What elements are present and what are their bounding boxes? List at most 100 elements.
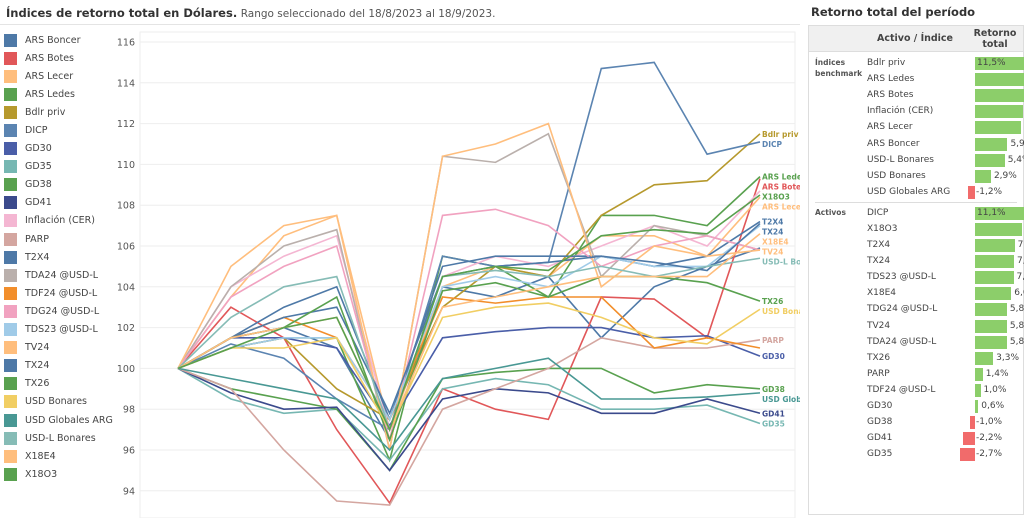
legend-item[interactable]: ARS Botes <box>4 49 124 67</box>
series-end-label: TX26 <box>762 297 783 306</box>
y-tick-label: 114 <box>117 78 135 89</box>
series-line <box>177 336 761 506</box>
series-end-label: USD-L Bonares <box>762 258 800 267</box>
series-line <box>177 367 761 462</box>
group-divider <box>815 201 1017 203</box>
return-bar <box>962 432 975 446</box>
legend-label: TDS23 @USD-L <box>25 324 98 336</box>
legend-swatch <box>4 250 17 264</box>
return-value: 11,1% <box>977 207 1006 218</box>
legend-item[interactable]: GD38 <box>4 176 124 194</box>
return-cell: -2,7% <box>960 447 1023 462</box>
return-cell: -1,0% <box>969 415 1023 430</box>
asset-name: USD-L Bonares <box>867 154 934 165</box>
return-bar <box>975 351 994 365</box>
return-cell: 5,8% <box>971 319 1024 333</box>
table-row: Activos DICP 11,1% <box>809 205 1024 221</box>
legend: ARS Boncer ARS Botes ARS Lecer ARS Ledes Bdl… <box>4 31 124 483</box>
series-line <box>177 208 761 441</box>
table-row: ARS Lecer 8,4% <box>809 119 1023 135</box>
legend-item[interactable]: ARS Ledes <box>4 85 124 103</box>
legend-item[interactable]: TDG24 @USD-L <box>4 302 124 320</box>
series-line <box>177 132 761 451</box>
return-value: 11,5% <box>977 58 1006 69</box>
legend-item[interactable]: DICP <box>4 121 124 139</box>
legend-item[interactable]: Inflación (CER) <box>4 212 124 230</box>
series-line <box>177 357 761 452</box>
legend-item[interactable]: TX26 <box>4 375 124 393</box>
legend-item[interactable]: USD Globales ARG <box>4 411 124 429</box>
group-label <box>809 430 863 432</box>
legend-item[interactable]: USD Bonares <box>4 393 124 411</box>
legend-swatch <box>4 160 17 174</box>
title-range: Rango seleccionado del 18/8/2023 al 18/9… <box>240 8 496 20</box>
y-tick-label: 110 <box>117 160 135 171</box>
legend-item[interactable]: T2X4 <box>4 248 124 266</box>
asset-name: TX26 <box>867 352 891 363</box>
legend-label: GD30 <box>25 143 52 155</box>
asset-name: USD Globales ARG <box>867 186 951 197</box>
returns-panel-title: Retorno total del período <box>811 5 976 19</box>
asset-name: ARS Boncer <box>867 138 920 149</box>
y-tick-label: 98 <box>123 405 135 416</box>
return-bar <box>975 383 981 397</box>
legend-swatch <box>4 124 17 138</box>
asset-name: GD38 <box>867 417 893 428</box>
return-cell: 5,9% <box>971 137 1024 151</box>
y-tick-label: 100 <box>117 364 135 375</box>
legend-swatch <box>4 268 17 282</box>
return-bar <box>975 169 991 183</box>
legend-item[interactable]: ARS Lecer <box>4 67 124 85</box>
group-label <box>809 119 863 121</box>
table-row: TDS23 @USD-L 7,0% <box>809 269 1024 285</box>
asset-name: TV24 <box>867 320 891 331</box>
return-value: 2,9% <box>993 170 1017 181</box>
returns-panel: Retorno total del período Activo / Índic… <box>806 0 1024 518</box>
legend-swatch <box>4 196 17 210</box>
group-label <box>809 103 863 105</box>
return-value: 7,1% <box>1017 256 1024 267</box>
asset-name: Bdlr priv <box>867 58 906 69</box>
y-tick-label: 94 <box>123 486 135 497</box>
series-line <box>177 257 761 433</box>
series-line <box>177 233 761 432</box>
group-label <box>809 446 863 448</box>
legend-label: TDG24 @USD-L <box>25 305 100 317</box>
legend-item[interactable]: USD-L Bonares <box>4 429 124 447</box>
table-row: GD35 -2,7% <box>809 446 1023 462</box>
legend-item[interactable]: TDA24 @USD-L <box>4 266 124 284</box>
table-row: TV24 5,8% <box>809 318 1024 334</box>
legend-label: USD-L Bonares <box>25 432 96 444</box>
table-row: USD Globales ARG -1,2% <box>809 184 1023 200</box>
legend-label: X18E4 <box>25 450 56 462</box>
series-end-label: ARS Lecer <box>762 203 800 212</box>
legend-item[interactable]: Bdlr priv <box>4 103 124 121</box>
legend-item[interactable]: X18E4 <box>4 447 124 465</box>
series-line <box>177 224 761 422</box>
legend-item[interactable]: GD41 <box>4 194 124 212</box>
series-end-label: X18O3 <box>762 193 790 202</box>
y-tick-label: 108 <box>117 201 135 212</box>
legend-item[interactable]: ARS Boncer <box>4 31 124 49</box>
legend-item[interactable]: TX24 <box>4 357 124 375</box>
group-label <box>809 350 863 352</box>
returns-table: Activo / Índice Retorno total Índices be… <box>808 25 1024 515</box>
return-bar <box>975 121 1022 135</box>
return-bar <box>975 89 1024 103</box>
legend-item[interactable]: PARP <box>4 230 124 248</box>
group-label <box>809 398 863 400</box>
table-row: Inflación (CER) 8,7% <box>809 103 1023 119</box>
legend-item[interactable]: TDS23 @USD-L <box>4 321 124 339</box>
return-cell: 6,6% <box>971 286 1024 301</box>
return-cell: 0,6% <box>971 399 1023 414</box>
return-cell: -2,2% <box>962 431 1023 446</box>
series-line <box>177 302 761 432</box>
legend-item[interactable]: GD30 <box>4 140 124 158</box>
legend-item[interactable]: X18O3 <box>4 465 124 483</box>
legend-item[interactable]: TDF24 @USD-L <box>4 284 124 302</box>
asset-name: TDA24 @USD-L <box>867 336 937 347</box>
legend-item[interactable]: TV24 <box>4 339 124 357</box>
return-cell: 5,4% <box>971 153 1024 167</box>
legend-item[interactable]: GD35 <box>4 158 124 176</box>
table-row: ARS Botes 9,3% <box>809 87 1024 103</box>
